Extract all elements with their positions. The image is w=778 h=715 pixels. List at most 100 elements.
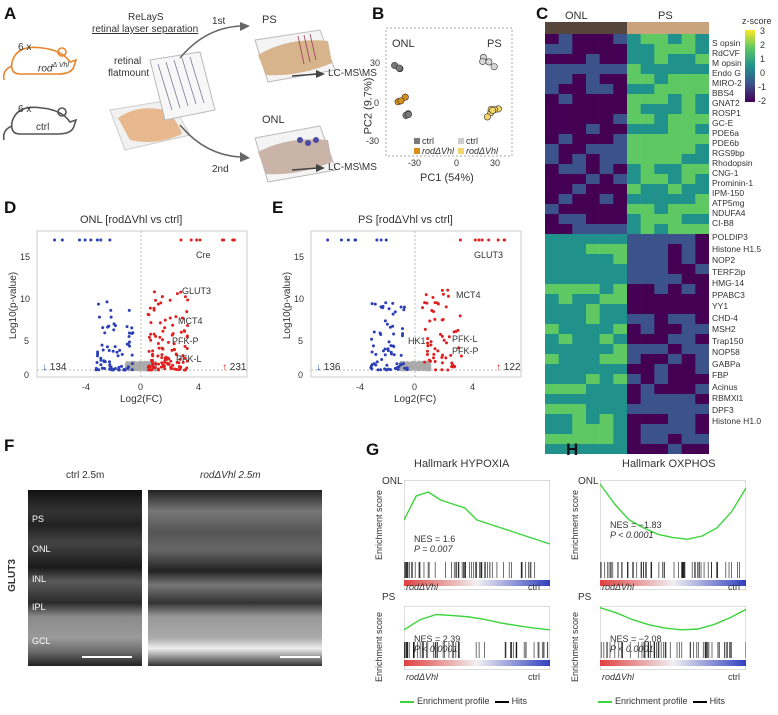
gsea-plot-hypoxia-onl — [404, 480, 550, 590]
heatmap-cell — [572, 254, 587, 265]
heatmap-cell — [613, 124, 628, 135]
heatmap-cell — [695, 224, 709, 235]
volcano-point-up — [440, 361, 444, 365]
volcano-point-down — [326, 238, 330, 242]
heatmap-cell — [640, 314, 655, 325]
gene-label: TERF2ip — [712, 266, 746, 277]
heatmap-cell — [627, 404, 641, 415]
heatmap-cell — [586, 284, 600, 295]
volcano-point-down — [401, 327, 405, 331]
volcano-point — [139, 367, 142, 371]
heatmap-cell — [695, 214, 709, 225]
heatmap-cell — [668, 254, 682, 265]
volcano-plot-ps — [310, 230, 522, 378]
volcano-d-xtick-2: 0 — [138, 382, 144, 392]
heatmap-cell — [545, 64, 559, 75]
lcms-label-2: LC-MS\MS — [328, 162, 377, 173]
volcano-point-down — [401, 362, 405, 366]
gsea-h-bottom-p: P < 0.0001 — [610, 644, 654, 654]
volcano-point-up — [446, 294, 450, 298]
volcano-point-up — [173, 367, 177, 371]
mouse-genotype-top: rodΔ Vhl — [38, 62, 69, 75]
volcano-point-up — [160, 295, 164, 299]
heatmap-cell — [545, 134, 559, 145]
heatmap-cell — [586, 144, 600, 155]
volcano-point — [142, 362, 146, 366]
volcano-point-up — [444, 356, 448, 360]
volcano-point — [417, 365, 420, 369]
heatmap-col-ps: PS — [658, 10, 673, 22]
heatmap-cell — [681, 54, 696, 65]
lcms-label-1: LC-MS\MS — [328, 68, 377, 79]
heatmap-cell — [572, 164, 587, 175]
gene-label: MIRO-2 — [712, 78, 742, 88]
heatmap-cell — [613, 154, 628, 165]
layer-gcl: GCL — [32, 636, 51, 646]
heatmap-cell — [545, 54, 559, 65]
volcano-point-down — [125, 342, 129, 346]
micrograph-rod — [148, 490, 322, 666]
heatmap-cell — [668, 414, 682, 425]
heatmap-cell — [640, 414, 655, 425]
heatmap-cell — [599, 344, 614, 355]
heatmap-col-onl-bar — [545, 22, 627, 34]
heatmap-cell — [695, 384, 709, 395]
heatmap-cell — [681, 334, 696, 345]
gene-label: ATP5mg — [712, 198, 745, 208]
heatmap-cell — [599, 244, 614, 255]
heatmap-cell — [572, 284, 587, 295]
heatmap-cell — [545, 294, 559, 305]
heatmap-cell — [545, 104, 559, 115]
heatmap-cell — [681, 284, 696, 295]
volcano-point-up — [160, 356, 164, 360]
volcano-d-ytick-5: 5 — [24, 336, 30, 346]
volcano-point-up — [435, 301, 439, 305]
heatmap-cell — [640, 174, 655, 185]
heatmap-cell — [558, 144, 573, 155]
heatmap-cell — [545, 424, 559, 435]
zscore-title: z-score — [742, 16, 772, 26]
volcano-d-xtick-3: 4 — [196, 382, 202, 392]
heatmap-cell — [681, 214, 696, 225]
rank-bar — [404, 660, 550, 666]
pca-legend-2: rodΔVhl — [414, 146, 454, 156]
heatmap-cell — [654, 184, 669, 195]
heatmap-cell — [654, 104, 669, 115]
gsea-g-right-2: ctrl — [528, 672, 540, 682]
heatmap-cell — [613, 114, 628, 125]
pca-point — [395, 64, 403, 72]
volcano-point-down — [105, 345, 109, 349]
heatmap-cell — [599, 394, 614, 405]
heatmap-cell — [558, 184, 573, 195]
heatmap-cell — [586, 94, 600, 105]
volcano-point-up — [154, 362, 158, 366]
volcano-point-up — [441, 292, 445, 296]
volcano-point — [428, 364, 432, 368]
volcano-point-up — [152, 332, 156, 336]
heatmap-cell — [586, 64, 600, 75]
heatmap-cell — [545, 324, 559, 335]
scale-bar-rod — [280, 656, 320, 658]
mouse-count-bottom: 6 x — [18, 104, 32, 115]
heatmap-cell — [545, 374, 559, 385]
volcano-point-up — [440, 288, 444, 292]
heatmap-cell — [654, 234, 669, 245]
volcano-point — [399, 368, 403, 372]
heatmap-cell — [654, 314, 669, 325]
micrograph-stain: GLUT3 — [6, 559, 18, 592]
heatmap-cell — [572, 294, 587, 305]
volcano-point-up — [166, 362, 170, 366]
volcano-e-ylabel: Log10(p-value) — [282, 271, 294, 340]
heatmap-cell — [572, 74, 587, 85]
volcano-point-up — [174, 315, 178, 319]
volcano-point-down — [386, 347, 390, 351]
heatmap-cell — [572, 34, 587, 45]
volcano-point-down — [392, 332, 396, 336]
heatmap-cell — [668, 34, 682, 45]
volcano-point-up — [434, 368, 438, 372]
heatmap-cell — [627, 84, 641, 95]
volcano-point-up — [149, 332, 153, 336]
volcano-e-up: ↑ 122 — [496, 362, 521, 373]
volcano-point-down — [118, 348, 122, 352]
volcano-point-up — [177, 361, 181, 365]
